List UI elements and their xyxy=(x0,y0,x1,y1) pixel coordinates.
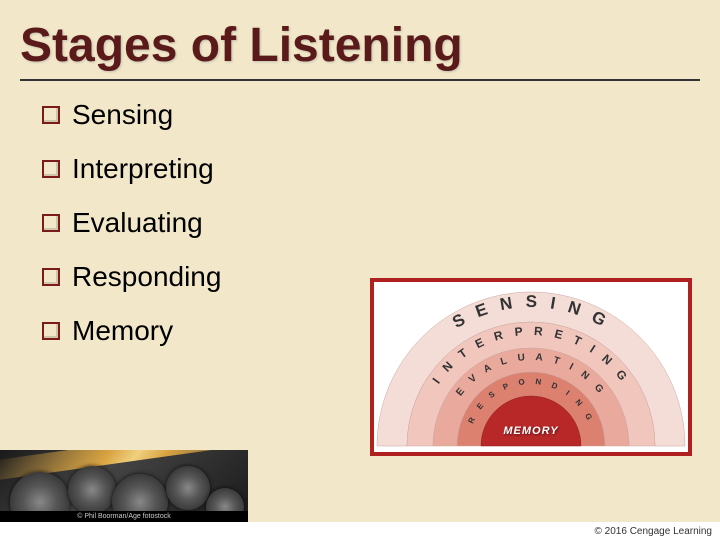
gears-image: © Phil Boorman/Age fotostock xyxy=(0,450,248,522)
title-underline xyxy=(20,79,700,81)
checkbox-icon xyxy=(42,322,60,340)
checkbox-icon xyxy=(42,160,60,178)
bullet-item: Sensing xyxy=(42,99,720,131)
concentric-diagram: S E N S I N G I N T E R P R E T I N G E … xyxy=(370,278,692,456)
gear-icon xyxy=(166,466,210,510)
bullet-label: Interpreting xyxy=(72,153,214,185)
copyright-bar: © 2016 Cengage Learning xyxy=(0,522,720,540)
center-label: MEMORY xyxy=(503,425,559,437)
gear-caption: © Phil Boorman/Age fotostock xyxy=(0,511,248,522)
copyright-text: © 2016 Cengage Learning xyxy=(595,526,712,537)
bullet-label: Sensing xyxy=(72,99,173,131)
slide-title: Stages of Listening xyxy=(0,0,720,79)
bullet-item: Evaluating xyxy=(42,207,720,239)
slide: Stages of Listening Sensing Interpreting… xyxy=(0,0,720,540)
checkbox-icon xyxy=(42,268,60,286)
checkbox-icon xyxy=(42,214,60,232)
bullet-label: Memory xyxy=(72,315,173,347)
gear-icon xyxy=(68,466,116,514)
bullet-label: Responding xyxy=(72,261,221,293)
checkbox-icon xyxy=(42,106,60,124)
bullet-item: Interpreting xyxy=(42,153,720,185)
bullet-label: Evaluating xyxy=(72,207,203,239)
